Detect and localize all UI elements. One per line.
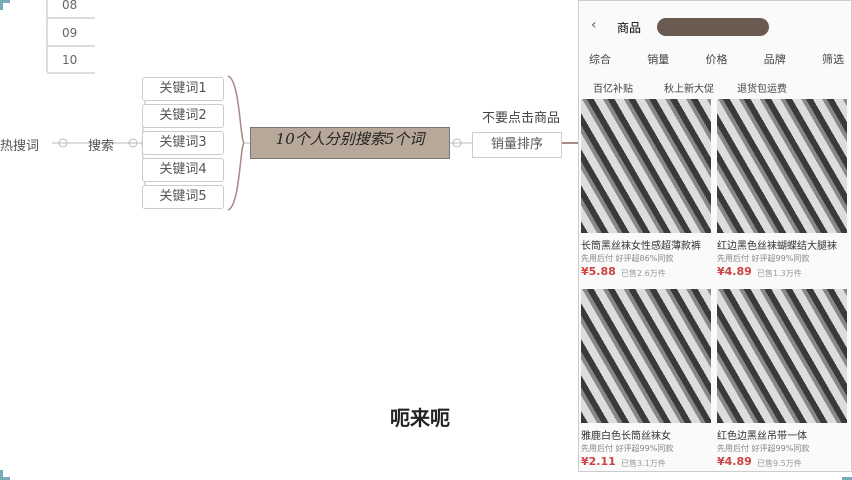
sort-node: 销量排序: [472, 132, 562, 158]
phone-panel: ‹ 商品 综合 销量 价格 品牌 筛选 百亿补贴 秋上新大促 退货包运费 长筒黑丝袜女性…: [578, 0, 852, 472]
keyword: 关键词5: [142, 185, 224, 209]
product-price: ¥4.89: [717, 265, 752, 278]
number: 09: [62, 26, 78, 40]
tag[interactable]: 秋上新大促: [664, 84, 714, 95]
product-image[interactable]: [581, 289, 711, 423]
note: 不要点击商品: [482, 111, 561, 126]
center-node: 10个人分别搜索5个词: [250, 127, 450, 159]
tab[interactable]: 商品: [617, 21, 642, 35]
product-price: ¥2.11: [581, 455, 616, 468]
filter-bar: 综合 销量 价格 品牌 筛选: [589, 51, 844, 67]
filter[interactable]: 价格: [705, 53, 728, 66]
product-sold: 已售2.6万件: [621, 269, 666, 278]
product-image[interactable]: [581, 99, 711, 233]
caption: 呃来呃: [390, 406, 450, 430]
keyword: 关键词3: [142, 131, 224, 155]
product-sold: 已售1.3万件: [757, 269, 802, 278]
search-box[interactable]: [657, 18, 769, 36]
product-info: 先用后付 好评超99%同款: [717, 254, 810, 263]
filter[interactable]: 品牌: [763, 53, 786, 66]
product-sold: 已售9.5万件: [757, 459, 802, 468]
back[interactable]: ‹: [591, 17, 597, 33]
filter[interactable]: 综合: [589, 53, 611, 66]
keyword: 关键词1: [142, 77, 224, 101]
filter[interactable]: 筛选: [822, 53, 844, 66]
product-sold: 已售3.1万件: [621, 459, 666, 468]
product-price: ¥4.89: [717, 455, 752, 468]
product-title: 红边黑色丝袜蝴蝶结大腿袜: [717, 241, 837, 252]
tag[interactable]: 退货包运费: [737, 84, 787, 95]
product-title: 长筒黑丝袜女性感超薄款裤: [581, 241, 701, 252]
tag[interactable]: 百亿补贴: [593, 84, 633, 95]
root-node: 热搜词: [0, 139, 40, 154]
product-info: 先用后付 好评超99%同款: [717, 444, 810, 453]
product-title: 红色边黑丝吊带一体: [717, 431, 807, 442]
product-title: 雅鹿白色长筒丝袜女: [581, 431, 671, 442]
keyword: 关键词2: [142, 104, 224, 128]
product-info: 先用后付 好评超99%同款: [581, 444, 674, 453]
keyword: 关键词4: [142, 158, 224, 182]
filter[interactable]: 销量: [647, 53, 670, 66]
product-price: ¥5.88: [581, 265, 616, 278]
product-image[interactable]: [717, 289, 847, 423]
search-node: 搜索: [88, 139, 115, 154]
product-image[interactable]: [717, 99, 847, 233]
number: 10: [62, 53, 78, 67]
product-info: 先用后付 好评超86%同款: [581, 254, 674, 263]
number: 08: [62, 0, 78, 12]
